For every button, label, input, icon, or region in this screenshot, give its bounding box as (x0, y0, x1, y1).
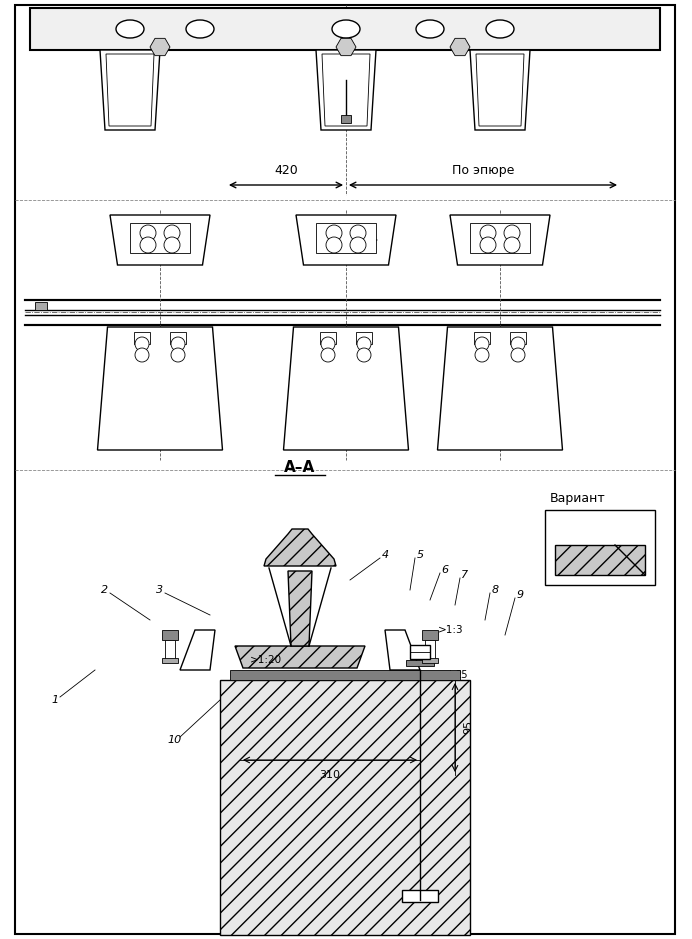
Bar (425, 640, 435, 660)
Polygon shape (106, 54, 154, 126)
Text: 10: 10 (168, 735, 182, 745)
Polygon shape (437, 327, 563, 450)
Text: >1:3: >1:3 (438, 625, 464, 635)
Bar (130, 223, 190, 253)
Circle shape (171, 337, 185, 351)
Circle shape (350, 225, 366, 241)
Text: 310: 310 (320, 770, 340, 780)
Circle shape (357, 348, 371, 362)
Text: 1: 1 (51, 695, 59, 705)
Bar (510, 332, 526, 344)
Text: 7: 7 (462, 570, 468, 580)
Circle shape (326, 237, 342, 253)
Polygon shape (336, 38, 356, 55)
Circle shape (140, 237, 156, 253)
Circle shape (135, 348, 149, 362)
Text: 4: 4 (381, 550, 389, 560)
Text: 95: 95 (463, 720, 473, 734)
Text: 5: 5 (417, 550, 424, 560)
Text: 9: 9 (516, 590, 524, 600)
Circle shape (504, 225, 520, 241)
Polygon shape (450, 215, 550, 265)
Circle shape (140, 225, 156, 241)
Circle shape (511, 348, 525, 362)
Bar (165, 640, 175, 660)
Circle shape (321, 348, 335, 362)
Text: А: А (348, 428, 358, 441)
Circle shape (480, 237, 496, 253)
Text: По эпюре: По эпюре (452, 164, 514, 177)
Bar (162, 630, 178, 640)
Bar (320, 332, 336, 344)
Circle shape (475, 348, 489, 362)
Polygon shape (98, 327, 223, 450)
Text: 25: 25 (455, 670, 468, 680)
Bar (410, 645, 430, 659)
Bar (30, 8, 660, 50)
Bar (162, 658, 178, 663)
Text: 3: 3 (156, 585, 163, 595)
Circle shape (164, 237, 180, 253)
Polygon shape (220, 680, 470, 935)
Circle shape (511, 337, 525, 351)
Text: А: А (348, 228, 358, 241)
Bar (341, 115, 351, 123)
Bar (545, 510, 655, 585)
Bar (422, 658, 438, 663)
Circle shape (164, 225, 180, 241)
Polygon shape (322, 54, 370, 126)
Ellipse shape (332, 20, 360, 38)
Ellipse shape (486, 20, 514, 38)
Polygon shape (555, 545, 645, 575)
Bar (422, 630, 438, 640)
Text: Вариант: Вариант (550, 492, 606, 505)
Bar (470, 223, 530, 253)
Circle shape (504, 237, 520, 253)
Bar (230, 670, 460, 680)
Circle shape (357, 337, 371, 351)
Polygon shape (150, 38, 170, 55)
Circle shape (171, 348, 185, 362)
Circle shape (480, 225, 496, 241)
Polygon shape (476, 54, 524, 126)
Text: А–А: А–А (284, 460, 316, 475)
Polygon shape (296, 215, 396, 265)
Circle shape (326, 225, 342, 241)
Text: 55°: 55° (628, 527, 647, 537)
Bar (170, 332, 186, 344)
Polygon shape (450, 38, 470, 55)
Polygon shape (235, 646, 365, 668)
Bar (134, 332, 150, 344)
Bar (474, 332, 490, 344)
Ellipse shape (186, 20, 214, 38)
Polygon shape (316, 50, 376, 130)
Polygon shape (264, 529, 336, 566)
Bar (35, 302, 47, 310)
Polygon shape (180, 630, 215, 670)
Circle shape (350, 237, 366, 253)
Polygon shape (288, 571, 312, 646)
Circle shape (475, 337, 489, 351)
Text: 420: 420 (274, 164, 298, 177)
Circle shape (135, 337, 149, 351)
Polygon shape (110, 215, 210, 265)
Polygon shape (284, 327, 408, 450)
Ellipse shape (116, 20, 144, 38)
Bar (402, 890, 438, 902)
Text: 1: 1 (554, 527, 561, 537)
Text: 8: 8 (491, 585, 498, 595)
Circle shape (321, 337, 335, 351)
Polygon shape (385, 630, 420, 670)
Polygon shape (470, 50, 530, 130)
Text: >1:20: >1:20 (250, 655, 282, 665)
Text: 6: 6 (441, 565, 448, 575)
Bar (356, 332, 372, 344)
Bar (316, 223, 376, 253)
Polygon shape (100, 50, 160, 130)
Bar (406, 660, 434, 666)
Text: 2: 2 (102, 585, 109, 595)
Ellipse shape (416, 20, 444, 38)
